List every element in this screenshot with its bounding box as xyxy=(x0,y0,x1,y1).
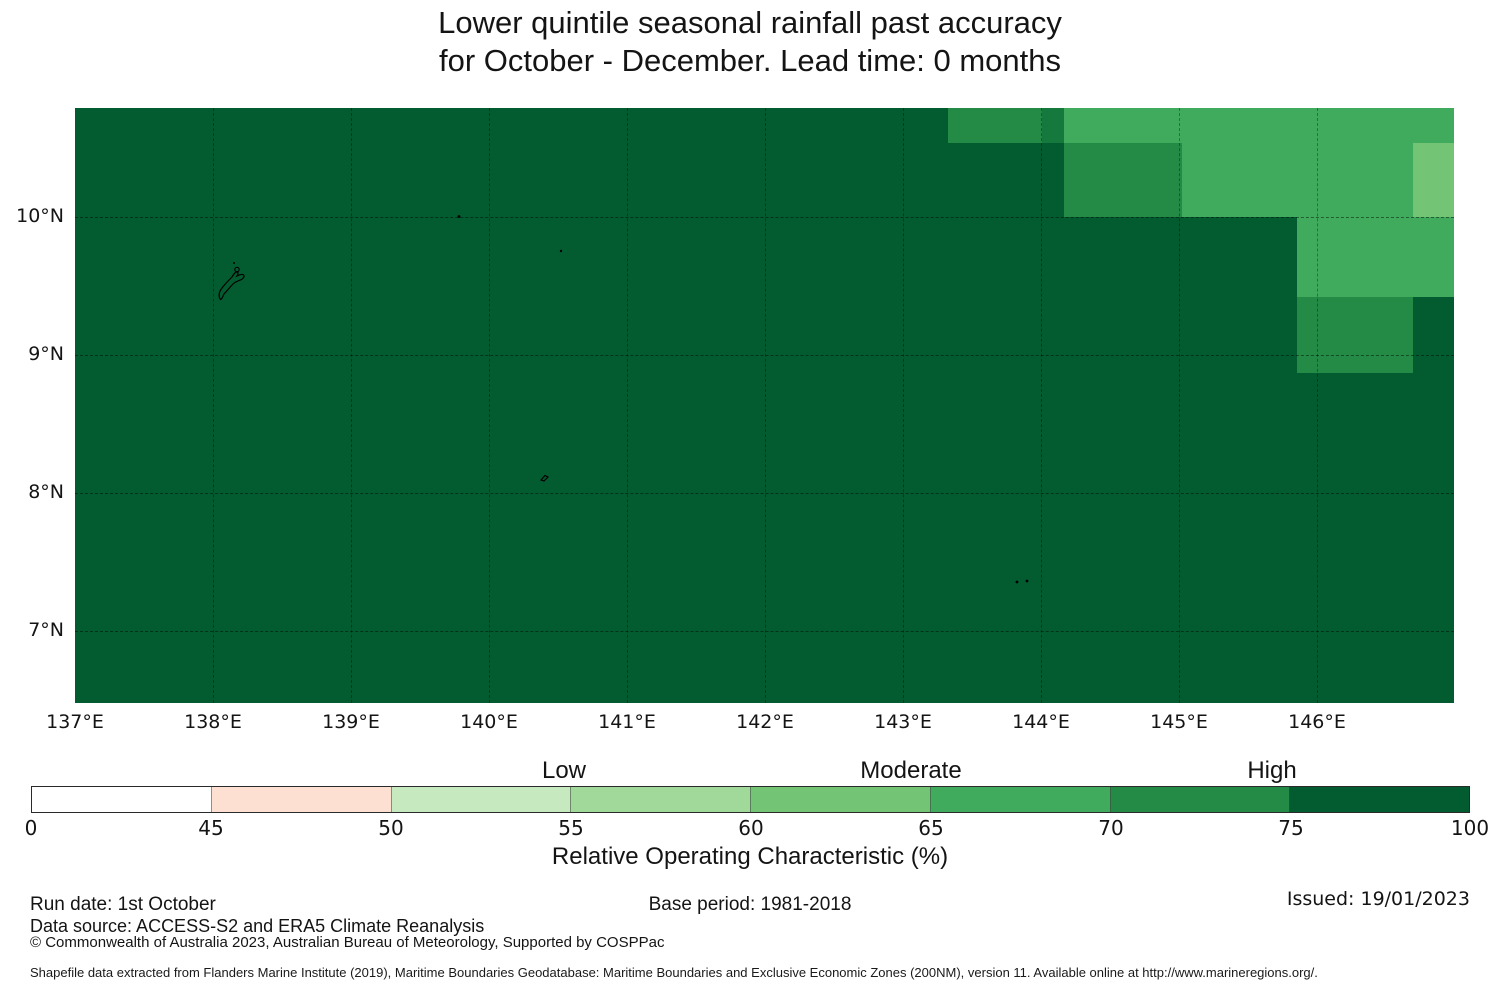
colorbar-segment-0-45 xyxy=(32,787,211,812)
issued-date-text: Issued: 19/01/2023 xyxy=(1286,888,1470,910)
colorbar-axis-label: Relative Operating Characteristic (%) xyxy=(551,843,949,870)
copyright-text: © Commonwealth of Australia 2023, Austra… xyxy=(30,934,665,951)
latitude-tick-label: 8°N xyxy=(28,481,64,503)
map-plot xyxy=(75,108,1454,703)
colorbar-tick-label: 55 xyxy=(558,816,584,840)
longitude-tick-label: 145°E xyxy=(1150,711,1208,733)
chart-title: Lower quintile seasonal rainfall past ac… xyxy=(0,4,1500,80)
longitude-tick-label: 138°E xyxy=(184,711,242,733)
islet xyxy=(1025,579,1029,583)
latitude-gridline xyxy=(75,217,1454,218)
colorbar-tick-label: 75 xyxy=(1278,816,1304,840)
colorbar-segment-50-55 xyxy=(390,787,571,812)
chart-title-line1: Lower quintile seasonal rainfall past ac… xyxy=(438,5,1062,40)
island-outlines-layer xyxy=(218,215,1029,584)
chart-title-line2: for October - December. Lead time: 0 mon… xyxy=(439,43,1061,78)
latitude-gridline xyxy=(75,631,1454,632)
islet-chain xyxy=(539,474,550,482)
colorbar-segment-60-65 xyxy=(750,787,930,812)
shapefile-attribution-text: Shapefile data extracted from Flanders M… xyxy=(30,965,1318,980)
run-date-text: Run date: 1st October xyxy=(30,894,216,915)
map-cell xyxy=(1064,143,1182,217)
latitude-tick-label: 9°N xyxy=(28,343,64,365)
map-cell xyxy=(948,108,1042,143)
colorbar-tick-label: 100 xyxy=(1450,816,1490,840)
longitude-gridline xyxy=(213,108,214,703)
islet xyxy=(233,262,235,264)
colorbar-tick-label: 65 xyxy=(918,816,944,840)
longitude-gridline xyxy=(903,108,904,703)
longitude-gridline xyxy=(351,108,352,703)
longitude-tick-label: 143°E xyxy=(874,711,932,733)
colorbar-segment-55-60 xyxy=(570,787,750,812)
colorbar-segment-65-70 xyxy=(929,787,1110,812)
map-cell xyxy=(1042,108,1064,143)
longitude-tick-label: 144°E xyxy=(1012,711,1070,733)
palau-north-islet xyxy=(234,266,240,273)
map-cell xyxy=(1297,217,1454,297)
colorbar-segment-70-75 xyxy=(1109,787,1290,812)
colorbar-tick-label: 45 xyxy=(198,816,224,840)
longitude-tick-label: 137°E xyxy=(46,711,104,733)
colorbar-tick-label: 60 xyxy=(738,816,764,840)
islet xyxy=(457,215,461,218)
longitude-gridline xyxy=(1179,108,1180,703)
islet xyxy=(1015,580,1019,584)
longitude-gridline xyxy=(489,108,490,703)
map-cell xyxy=(1182,143,1413,217)
latitude-tick-label: 10°N xyxy=(16,205,64,227)
map-cell xyxy=(1297,297,1413,373)
longitude-gridline xyxy=(1041,108,1042,703)
longitude-tick-label: 142°E xyxy=(736,711,794,733)
longitude-gridline xyxy=(1317,108,1318,703)
latitude-gridline xyxy=(75,493,1454,494)
colorbar-category-label-high: High xyxy=(1247,757,1297,784)
colorbar-tick-label: 0 xyxy=(24,816,38,840)
colorbar-segment-45-50 xyxy=(210,787,391,812)
data-source-text: Data source: ACCESS-S2 and ERA5 Climate … xyxy=(30,916,485,936)
latitude-tick-label: 7°N xyxy=(28,619,64,641)
longitude-gridline xyxy=(627,108,628,703)
palau-main-islands xyxy=(218,271,245,301)
longitude-tick-label: 140°E xyxy=(460,711,518,733)
colorbar-segment-75-100 xyxy=(1289,787,1469,812)
colorbar-category-label-low: Low xyxy=(541,757,587,784)
islet xyxy=(559,249,563,253)
colorbar-category-label-moderate: Moderate xyxy=(860,757,962,784)
map-cell xyxy=(1413,143,1454,217)
longitude-gridline xyxy=(765,108,766,703)
latitude-gridline xyxy=(75,355,1454,356)
colorbar xyxy=(31,786,1470,813)
base-period-text: Base period: 1981-2018 xyxy=(648,894,852,915)
colorbar-tick-label: 70 xyxy=(1098,816,1124,840)
colorbar-tick-label: 50 xyxy=(378,816,404,840)
longitude-tick-label: 146°E xyxy=(1288,711,1346,733)
longitude-tick-label: 141°E xyxy=(598,711,656,733)
longitude-tick-label: 139°E xyxy=(322,711,380,733)
map-cell xyxy=(1064,108,1454,143)
